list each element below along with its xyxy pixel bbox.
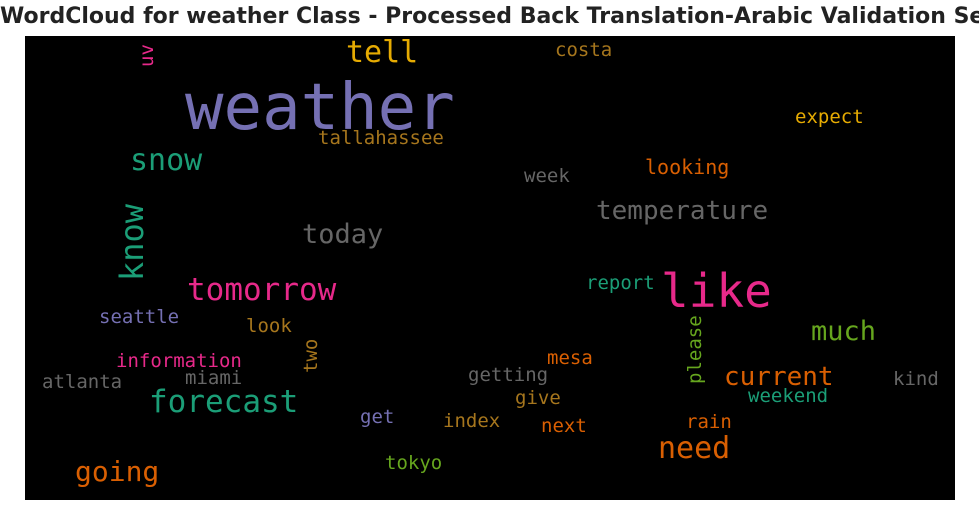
wordcloud-canvas: weather like tell uv costa expect tallah…: [25, 36, 955, 500]
word-two: two: [300, 338, 322, 373]
word-temperature: temperature: [596, 196, 769, 226]
word-report: report: [586, 272, 655, 294]
word-index: index: [443, 410, 501, 432]
word-atlanta: atlanta: [42, 371, 123, 393]
word-getting: getting: [468, 364, 549, 386]
word-look: look: [246, 315, 292, 337]
word-tallahassee: tallahassee: [318, 127, 444, 149]
word-weather: weather: [185, 71, 455, 145]
word-like: like: [661, 264, 772, 318]
word-going: going: [75, 455, 160, 488]
word-today: today: [302, 219, 384, 250]
word-snow: snow: [130, 143, 203, 178]
word-expect: expect: [795, 106, 864, 128]
word-need: need: [658, 431, 731, 466]
word-tell: tell: [346, 36, 419, 70]
word-seattle: seattle: [99, 306, 180, 328]
word-please: please: [684, 315, 706, 384]
word-miami: miami: [185, 367, 243, 389]
word-rain: rain: [686, 411, 732, 433]
word-information: information: [116, 350, 242, 372]
word-tokyo: tokyo: [385, 452, 443, 474]
word-week: week: [524, 165, 570, 187]
word-weekend: weekend: [748, 385, 829, 407]
word-mesa: mesa: [547, 347, 593, 369]
word-current: current: [724, 362, 834, 392]
word-forecast: forecast: [149, 384, 299, 420]
word-looking: looking: [645, 155, 730, 179]
word-tomorrow: tomorrow: [187, 272, 337, 308]
word-costa: costa: [555, 39, 613, 61]
word-get: get: [360, 406, 395, 428]
word-give: give: [515, 387, 561, 409]
word-uv: uv: [136, 44, 158, 67]
word-kind: kind: [893, 368, 939, 390]
word-next: next: [541, 415, 587, 437]
word-much: much: [811, 316, 877, 347]
chart-title: WordCloud for weather Class - Processed …: [0, 4, 979, 29]
word-know: know: [113, 203, 151, 281]
